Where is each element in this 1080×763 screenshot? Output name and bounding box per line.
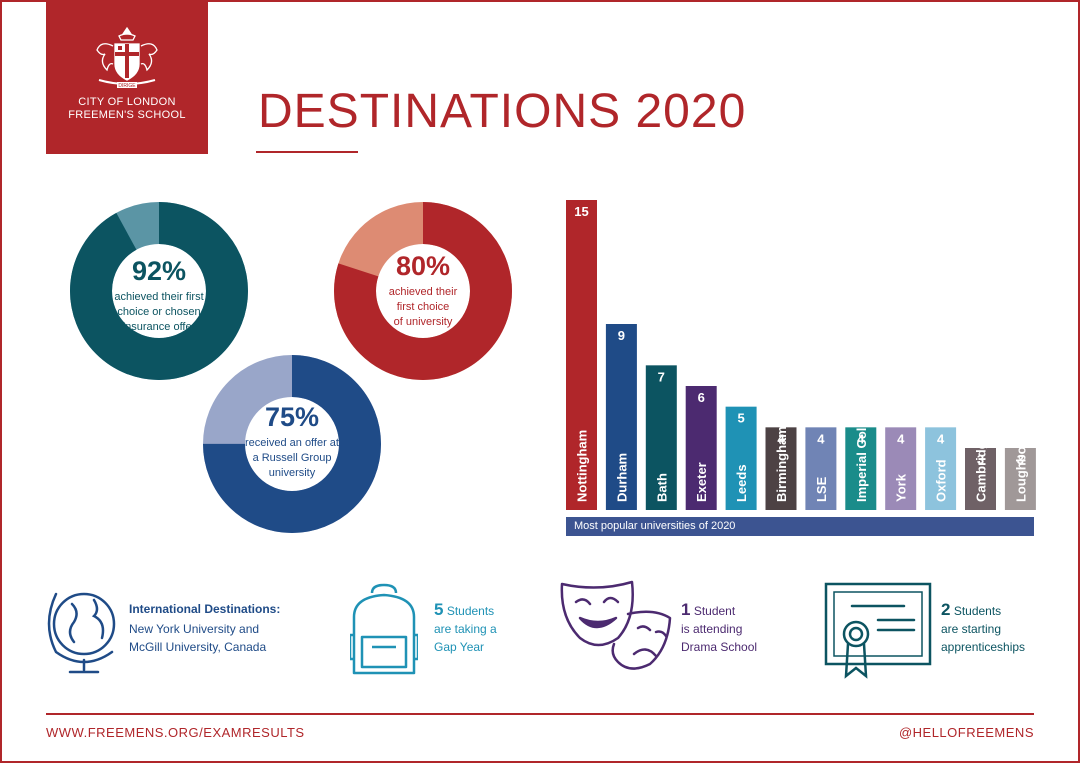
fact-drama-line-1: Student [693,604,736,618]
donut-description-line: choice or chosen [117,306,201,318]
donut-percentage: 75% [264,402,320,432]
bar-cambridge [965,448,996,510]
donut-description-line: received an offer at [245,437,339,449]
donut-value-arc-2 [334,202,512,380]
bar-value-label: 4 [897,431,905,446]
fact-drama-line-2: is attending [681,622,743,636]
bar-exeter [685,386,717,510]
school-logo: DIRIGE CITY OF LONDON FREEMEN'S SCHOOL [46,2,208,154]
bar-chart-title: Most popular universities of 2020 [574,520,736,532]
bar-category-label: Nottingham [575,430,590,502]
bar-oxford [925,427,957,510]
fact-apprenticeships-line-2: are starting [941,622,1002,636]
bar-value-label: 9 [618,328,625,343]
donut-label-3: 75% received an offer at a Russell Group un… [222,402,362,481]
bar-value-label: 4 [777,431,785,446]
bar-category-label: Birmingham [774,426,789,502]
fact-gap-year-line-2: are taking a [434,622,497,636]
donut-value-arc-1 [70,202,248,380]
bar-value-label: 7 [658,369,665,384]
donut-charts [70,202,512,533]
fact-apprenticeships-number: 2 [941,600,951,619]
fact-drama-line-3: Drama School [681,640,758,654]
donut-label-1: 92% achieved their first choice or chosen i… [89,256,229,335]
bar-value-label: 5 [737,411,744,426]
bar-value-label: 6 [698,390,705,405]
title-underline [256,151,358,153]
donut-description-line: of university [393,316,453,328]
donut-description-line: university [268,467,316,479]
bar-value-label: 4 [857,431,865,446]
bar-category-label: Durham [614,453,629,502]
fact-international: International Destinations: New York Uni… [129,600,280,656]
donut-percentage: 80% [395,251,451,281]
bar-leeds [725,406,757,510]
fact-international-line-2: McGill University, Canada [129,640,267,654]
donut-description-line: first choice [396,301,450,313]
fact-international-heading: International Destinations: [129,602,281,616]
coat-of-arms-icon: DIRIGE [96,26,158,89]
fact-apprenticeships-line-1: Students [953,604,1002,618]
bar-value-label: 4 [937,431,945,446]
logo-line-1: CITY OF LONDON [78,96,176,108]
donut-percentage: 92% [131,256,187,286]
bar-imperial-college [845,427,877,510]
donut-description: achieved their first choice or chosen insu… [89,290,229,335]
donut-description: achieved their first choice of university [353,285,493,330]
bar-category-label: Loughborough [1013,410,1028,502]
bar-chart-caption: Most popular universities of 2020 [566,517,1034,536]
fact-gap-year-line-3: Gap Year [434,640,485,654]
bar-value-label: 4 [817,431,825,446]
bar-category-label: Bath [654,473,669,502]
fact-international-line-1: New York University and [129,622,260,636]
bar-value-label: 15 [574,204,588,219]
footer-divider [46,713,1034,715]
backpack-icon [350,583,418,675]
donut-description-line: a Russell Group [252,452,332,464]
fact-apprenticeships: 2 Students are starting apprenticeships [941,601,1025,656]
bar-value-label: 3 [977,452,984,467]
donut-description-line: achieved their first [114,291,204,303]
bar-category-label: LSE [814,476,829,502]
donut-label-2: 80% achieved their first choice of universi… [353,251,493,330]
bar-birmingham [765,427,797,510]
footer-website-link[interactable]: WWW.FREEMENS.ORG/EXAMRESULTS [46,725,305,740]
page-title: DESTINATIONS 2020 [258,85,747,138]
fact-gap-year-number: 5 [434,600,444,619]
certificate-icon [824,582,932,679]
bar-bath [645,365,677,510]
bar-nottingham [566,200,597,510]
donut-value-arc-3 [203,355,381,533]
svg-text:DIRIGE: DIRIGE [118,83,136,89]
bar-loughborough [1004,448,1036,510]
bar-category-label: Oxford [934,459,949,502]
bar-category-label: Imperial College [854,402,869,502]
fact-apprenticeships-line-3: apprenticeships [941,640,1026,654]
fact-gap-year: 5 Students are taking a Gap Year [434,601,497,656]
theatre-masks-icon [560,580,672,670]
bar-category-label: Exeter [694,462,709,502]
fact-gap-year-line-1: Students [446,604,495,618]
fact-drama-number: 1 [681,600,691,619]
bar-york [885,427,917,510]
bar-value-label: 3 [1017,452,1024,467]
bar-category-label: Cambridge [974,434,989,502]
donut-description: received an offer at a Russell Group unive… [222,436,362,481]
university-bar-chart: 15Nottingham9Durham7Bath6Exeter5Leeds4Bi… [566,200,1036,510]
globe-icon [47,592,116,674]
fact-drama: 1 Student is attending Drama School [681,601,757,656]
bar-category-label: York [894,473,909,502]
footer-social-handle[interactable]: @HELLOFREEMENS [898,725,1034,740]
donut-description-line: insurance offer [122,321,196,333]
logo-line-2: FREEMEN'S SCHOOL [68,109,186,121]
bar-lse [805,427,837,510]
bar-category-label: Leeds [734,464,749,502]
bar-durham [605,324,637,510]
donut-description-line: achieved their [388,286,458,298]
